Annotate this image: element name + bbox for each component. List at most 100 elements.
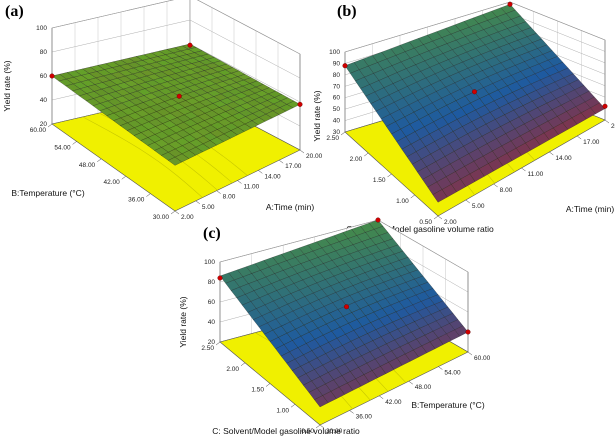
y-tick: [122, 176, 126, 179]
y-axis-label: B:Temperature (°C): [11, 188, 84, 198]
x-tick: [258, 170, 262, 173]
design-point: [603, 104, 608, 109]
z-tick-label: 60: [208, 299, 216, 306]
x-tick: [300, 150, 304, 153]
z-tick-label: 40: [40, 97, 48, 104]
y-tick-label: 2.00: [350, 156, 363, 163]
panel-c: (c) 20 40 60 80 100 30.00 36.00 42.00 48.00 54.00 6…: [178, 218, 491, 436]
y-tick-label: 42.00: [104, 179, 121, 186]
x-tick-label: 5.00: [472, 203, 485, 210]
y-tick-label: 1.50: [251, 387, 264, 394]
x-tick-label: 54.00: [444, 370, 461, 377]
z-tick-label: 80: [40, 49, 48, 56]
z-tick-label: 60: [333, 95, 341, 102]
x-tick-label: 2.00: [181, 214, 194, 221]
x-tick-label: 11.00: [244, 184, 260, 191]
y-tick-label: 60.00: [30, 127, 47, 134]
x-axis-label: A:Time (min): [566, 204, 614, 214]
panel-label: (c): [203, 225, 221, 242]
x-tick-label: 17.00: [285, 163, 302, 170]
z-tick-label: 60: [40, 73, 48, 80]
x-tick: [605, 120, 609, 123]
design-point: [466, 330, 471, 335]
z-axis-label: Yield rate (%): [178, 296, 188, 347]
x-tick: [175, 211, 179, 214]
y-tick: [73, 141, 77, 144]
y-tick: [97, 159, 101, 162]
y-tick: [266, 384, 270, 387]
z-tick-label: 80: [208, 279, 216, 286]
x-tick: [279, 160, 283, 163]
z-tick-label: 100: [36, 25, 47, 32]
y-tick-label: 2.50: [201, 345, 214, 352]
z-tick-label: 100: [204, 259, 215, 266]
panel-label: (a): [5, 3, 24, 20]
x-tick: [438, 367, 442, 370]
design-point: [344, 304, 349, 309]
y-tick: [364, 153, 368, 156]
y-tick: [411, 195, 415, 198]
z-tick-label: 100: [329, 49, 340, 56]
panel-a: (a) 20 40 60 80 100 2.00 5.00 8.00 11.00 14.00 17.0…: [2, 0, 323, 221]
x-tick: [350, 410, 354, 413]
y-tick-label: 1.00: [396, 198, 409, 205]
y-tick: [291, 404, 295, 407]
x-tick-label: 14.00: [264, 173, 281, 180]
design-point: [188, 43, 193, 48]
x-tick: [438, 216, 442, 219]
x-tick: [577, 136, 581, 139]
y-tick: [146, 194, 150, 197]
x-tick-label: 20.00: [306, 153, 323, 160]
z-axis-label: Yield rate (%): [2, 60, 12, 111]
y-tick: [216, 342, 220, 345]
z-tick-label: 40: [208, 319, 216, 326]
x-axis-label: A:Time (min): [266, 202, 314, 212]
panel-b: (b) 30 40 50 60 70 80 90 100 2.00 5.00 8.00 11.00 14.…: [312, 2, 615, 234]
y-tick: [171, 211, 175, 214]
x-tick: [494, 184, 498, 187]
y-tick-label: 36.00: [128, 197, 145, 204]
z-tick-label: 80: [333, 72, 341, 79]
x-tick: [379, 396, 383, 399]
design-point: [50, 74, 55, 79]
x-tick-label: 42.00: [385, 399, 402, 406]
y-tick-label: 1.50: [373, 177, 386, 184]
x-tick: [522, 168, 526, 171]
y-tick-label: 1.00: [276, 407, 289, 414]
y-tick-label: 48.00: [79, 162, 96, 169]
design-point: [343, 63, 348, 68]
design-point: [472, 89, 477, 94]
z-tick-label: 40: [333, 118, 341, 125]
x-tick-label: 48.00: [415, 384, 432, 391]
x-tick-label: 5.00: [202, 204, 215, 211]
x-tick-label: 60.00: [474, 355, 491, 362]
x-tick-label: 20.00: [611, 123, 615, 130]
x-tick: [238, 181, 242, 184]
y-tick-label: 30.00: [153, 214, 170, 221]
y-tick-label: 54.00: [54, 144, 71, 151]
z-axis-label: Yield rate (%): [312, 90, 322, 141]
x-tick: [468, 352, 472, 355]
x-axis-label: B:Temperature (°C): [411, 400, 484, 410]
y-tick: [241, 363, 245, 366]
x-tick: [217, 191, 221, 194]
x-tick: [466, 200, 470, 203]
design-point: [298, 102, 303, 107]
x-tick: [549, 152, 553, 155]
y-tick-label: 2.50: [326, 135, 339, 142]
y-tick-label: 2.00: [226, 366, 239, 373]
z-tick-label: 50: [333, 106, 341, 113]
y-tick: [388, 174, 392, 177]
x-tick-label: 8.00: [223, 194, 236, 201]
z-tick-label: 90: [333, 60, 341, 67]
y-tick: [434, 216, 438, 219]
design-point: [218, 276, 223, 281]
x-tick-label: 8.00: [500, 187, 513, 194]
y-tick: [48, 124, 52, 127]
x-tick: [196, 201, 200, 204]
design-point: [177, 94, 182, 99]
panel-label: (b): [337, 3, 357, 20]
x-tick-label: 17.00: [583, 139, 600, 146]
design-point: [508, 2, 513, 7]
